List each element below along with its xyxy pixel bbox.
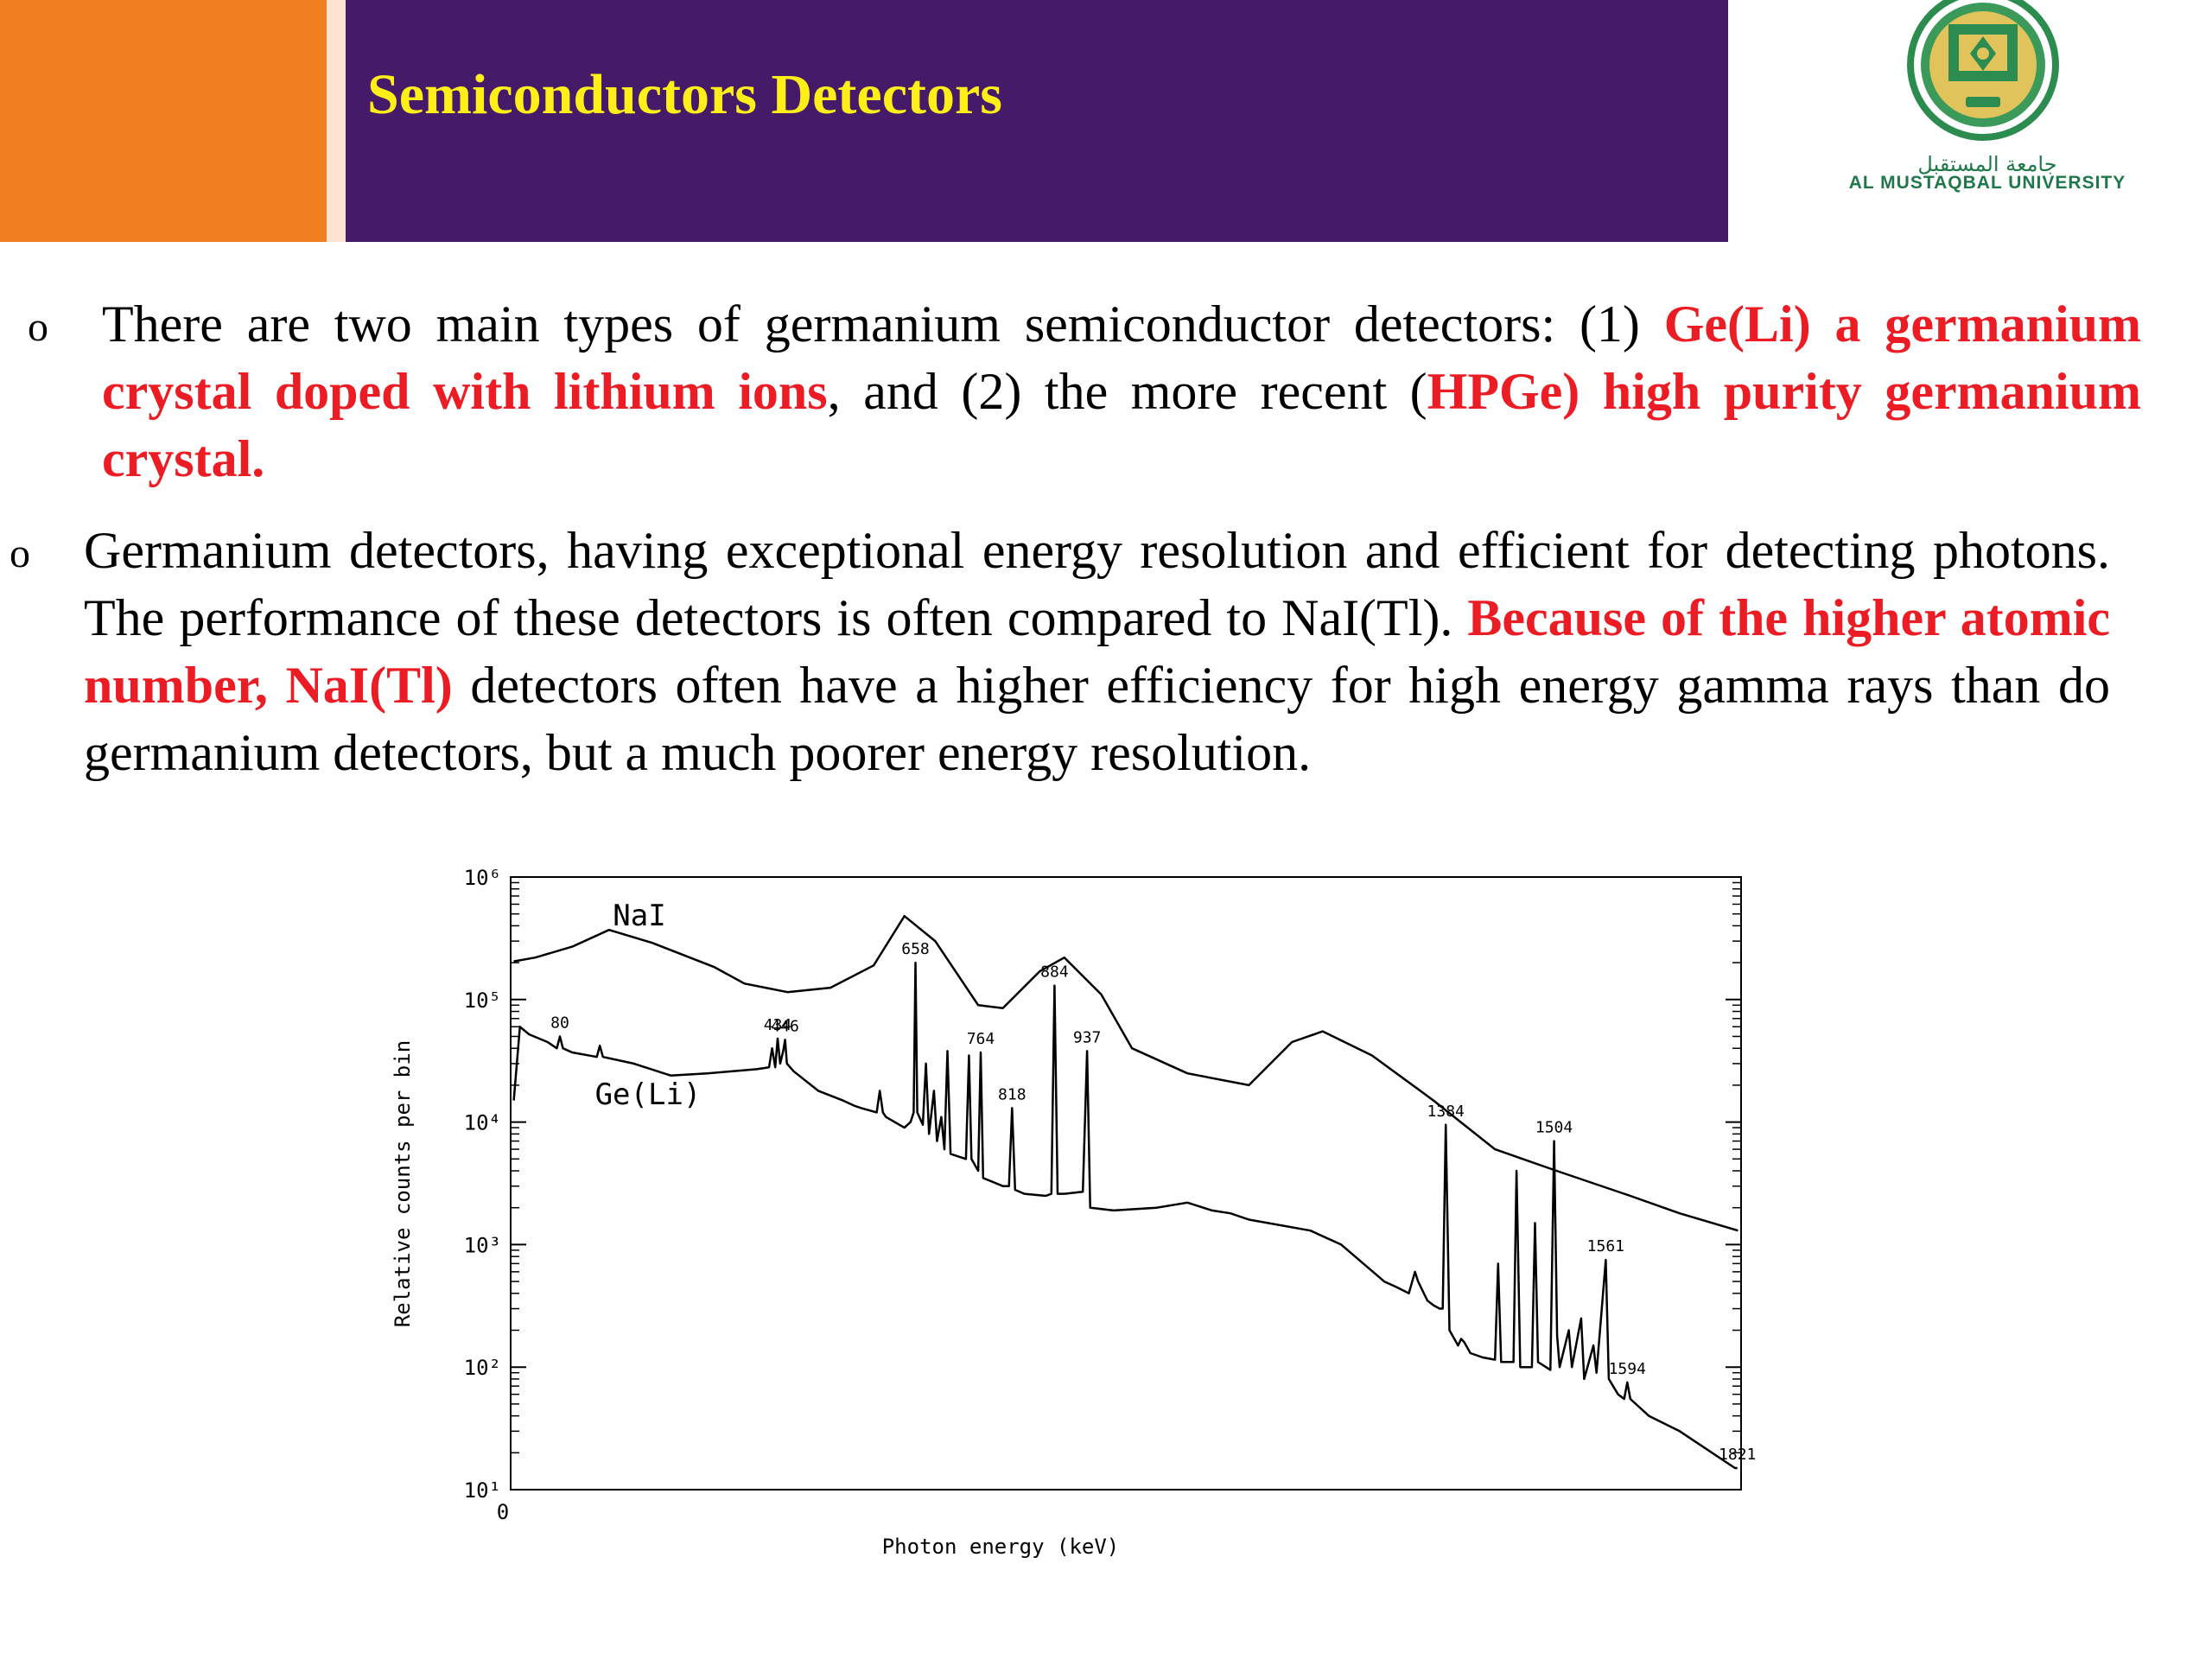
peak-label: 434 bbox=[764, 1016, 792, 1034]
x-tick-label: 0 bbox=[497, 1500, 509, 1524]
logo-english-text: AL MUSTAQBAL UNIVERSITY bbox=[1848, 173, 2126, 193]
y-axis-label: Relative counts per bin bbox=[391, 1040, 415, 1327]
x-axis-label: Photon energy (keV) bbox=[882, 1535, 1120, 1559]
series-lines bbox=[512, 914, 1738, 1470]
plot-frame bbox=[510, 876, 1742, 1491]
university-logo bbox=[1904, 0, 2063, 144]
series-line-ge-li- bbox=[512, 961, 1738, 1470]
peak-label: 1821 bbox=[1719, 1446, 1756, 1464]
bullet-text: , and (2) the more recent ( bbox=[827, 363, 1427, 420]
header-accent-orange bbox=[0, 0, 327, 242]
peak-label: 1504 bbox=[1535, 1119, 1573, 1137]
header-bar bbox=[346, 0, 1728, 242]
bullet-marker: o bbox=[10, 531, 30, 576]
y-tick-label: 10⁶ bbox=[464, 866, 501, 890]
peak-label: 884 bbox=[1040, 963, 1069, 982]
bullet-germanium-vs-nai: o Germanium detectors, having exceptiona… bbox=[10, 517, 2110, 786]
bullet-germanium-types: o There are two main types of germanium … bbox=[28, 290, 2141, 493]
bullet-text: detectors often have a higher efficiency… bbox=[84, 657, 2110, 781]
y-minor-ticks bbox=[511, 881, 1741, 1454]
bullet-text: There are two main types of germanium se… bbox=[102, 296, 1664, 353]
y-tick-label: 10³ bbox=[464, 1233, 501, 1257]
y-tick-labels: 10⁶ 10⁵ 10⁴ 10³ 10² 10¹ bbox=[464, 866, 1741, 1503]
peak-label: 1561 bbox=[1587, 1237, 1624, 1255]
logo-arabic-text: جامعة المستقبل bbox=[1917, 152, 2057, 176]
bullet-marker: o bbox=[28, 304, 48, 350]
series-label-nai: NaI bbox=[613, 899, 665, 933]
bullet-highlight: Ge(Li) a germanium crystal doped with li… bbox=[102, 296, 2141, 420]
y-tick-label: 10² bbox=[464, 1356, 501, 1380]
peak-label: 818 bbox=[998, 1085, 1027, 1103]
peak-label: 1384 bbox=[1427, 1103, 1465, 1121]
y-tick-label: 10¹ bbox=[464, 1478, 501, 1503]
peak-label: 80 bbox=[550, 1014, 569, 1032]
peak-label: 764 bbox=[967, 1030, 995, 1048]
peak-label: 446 bbox=[771, 1017, 799, 1035]
y-tick-label: 10⁴ bbox=[464, 1111, 501, 1135]
peak-label: 658 bbox=[901, 940, 930, 958]
peak-label: 1594 bbox=[1609, 1360, 1646, 1378]
header-divider bbox=[327, 0, 346, 242]
y-tick-label: 10⁵ bbox=[464, 988, 501, 1013]
bullet-highlight: Because of the higher atomic number, NaI… bbox=[84, 589, 2110, 714]
series-label-geli: Ge(Li) bbox=[595, 1077, 702, 1112]
bullet-highlight: HPGe) high purity germanium crystal. bbox=[102, 363, 2141, 487]
university-seal-icon bbox=[1904, 0, 2063, 144]
bullet-text: Germanium detectors, having exceptional … bbox=[84, 522, 2110, 646]
series-line-nai bbox=[513, 914, 1738, 1232]
peak-label: 937 bbox=[1073, 1028, 1102, 1046]
slide-title: Semiconductors Detectors bbox=[367, 63, 1002, 126]
